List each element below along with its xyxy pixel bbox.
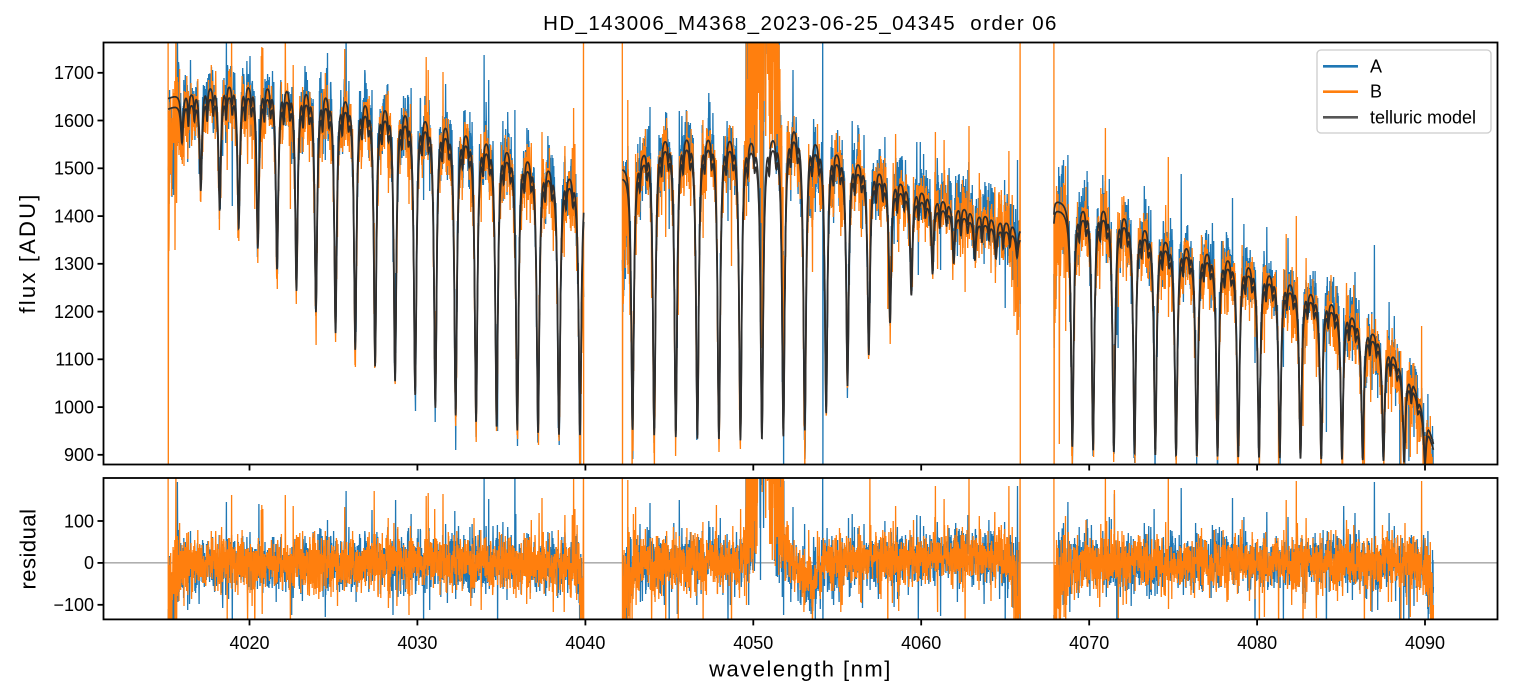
- svg-text:A: A: [1370, 56, 1382, 76]
- svg-text:100: 100: [64, 511, 94, 531]
- svg-text:900: 900: [64, 445, 94, 465]
- svg-text:4080: 4080: [1237, 633, 1277, 653]
- svg-text:4050: 4050: [733, 633, 773, 653]
- svg-text:flux [ADU]: flux [ADU]: [15, 192, 40, 313]
- svg-text:0: 0: [84, 553, 94, 573]
- svg-text:1600: 1600: [54, 111, 94, 131]
- svg-text:1100: 1100: [55, 350, 94, 370]
- svg-text:1200: 1200: [54, 302, 94, 322]
- svg-text:4070: 4070: [1069, 633, 1109, 653]
- svg-text:4040: 4040: [565, 633, 605, 653]
- svg-text:wavelength [nm]: wavelength [nm]: [708, 657, 892, 682]
- svg-text:4060: 4060: [901, 633, 941, 653]
- svg-text:1300: 1300: [54, 254, 94, 274]
- svg-text:1000: 1000: [54, 397, 94, 417]
- svg-text:residual: residual: [16, 508, 41, 589]
- svg-text:1500: 1500: [54, 159, 94, 179]
- svg-text:telluric model: telluric model: [1370, 107, 1476, 127]
- svg-text:4090: 4090: [1405, 633, 1445, 653]
- svg-text:4030: 4030: [397, 633, 437, 653]
- svg-text:1400: 1400: [54, 206, 94, 226]
- svg-text:HD_143006_M4368_2023-06-25_043: HD_143006_M4368_2023-06-25_04345 order 0…: [543, 12, 1058, 35]
- svg-text:B: B: [1370, 82, 1382, 102]
- svg-text:1700: 1700: [54, 63, 94, 83]
- svg-text:−100: −100: [53, 595, 94, 615]
- svg-text:4020: 4020: [229, 633, 269, 653]
